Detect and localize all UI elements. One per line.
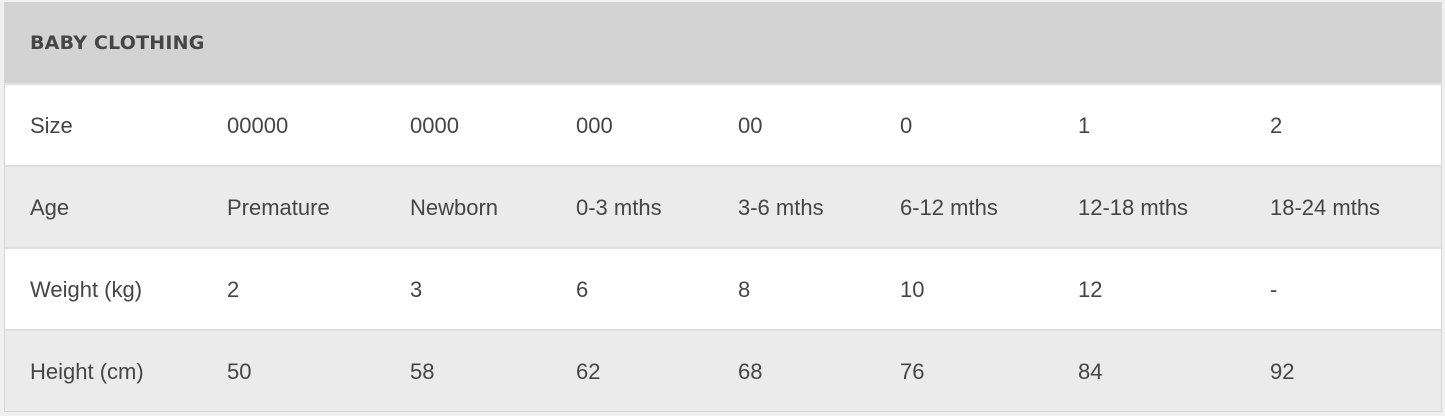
table-cell: Newborn — [410, 195, 499, 220]
table-cell: 3-6 mths — [738, 195, 824, 220]
table-cell: 58 — [410, 359, 435, 384]
table-row: Height (cm) 50 58 62 68 76 84 92 — [5, 331, 1441, 411]
row-label: Weight (kg) — [30, 277, 143, 302]
row-label: Age — [30, 195, 70, 220]
table-cell: 76 — [900, 359, 925, 384]
table-cell: 12-18 mths — [1078, 195, 1189, 220]
table-cell: 6-12 mths — [900, 195, 998, 220]
table-cell: 10 — [900, 277, 925, 302]
table-cell: 50 — [227, 359, 252, 384]
table-cell: 3 — [410, 277, 423, 302]
table-cell: 8 — [738, 277, 751, 302]
table-cell: 0-3 mths — [576, 195, 662, 220]
table-row: Size 00000 0000 000 00 0 1 2 — [5, 85, 1441, 167]
table-cell: - — [1270, 277, 1278, 302]
table-cell: 68 — [738, 359, 763, 384]
table-cell: 92 — [1270, 359, 1295, 384]
size-chart-table: BABY CLOTHING Size 00000 0000 000 00 0 1 2 Age Pr… — [4, 2, 1442, 412]
table-cell: 6 — [576, 277, 589, 302]
table-cell: Premature — [227, 195, 330, 220]
table-cell: 000 — [576, 113, 613, 138]
table-cell: 12 — [1078, 277, 1103, 302]
table-title: BABY CLOTHING — [30, 32, 205, 54]
table-row: Weight (kg) 2 3 6 8 10 12 - — [5, 249, 1441, 331]
table-cell: 0 — [900, 113, 913, 138]
table-cell: 1 — [1078, 113, 1091, 138]
row-label: Size — [30, 113, 73, 138]
table-cell: 00000 — [227, 113, 289, 138]
table-row: Age Premature Newborn 0-3 mths 3-6 mths 6-12 … — [5, 167, 1441, 249]
table-cell: 2 — [1270, 113, 1283, 138]
table-cell: 0000 — [410, 113, 459, 138]
table-cell: 84 — [1078, 359, 1103, 384]
table-cell: 00 — [738, 113, 763, 138]
row-label: Height (cm) — [30, 359, 144, 384]
table-header: BABY CLOTHING — [5, 2, 1441, 85]
table-cell: 18-24 mths — [1270, 195, 1381, 220]
table-cell: 62 — [576, 359, 601, 384]
table-cell: 2 — [227, 277, 240, 302]
